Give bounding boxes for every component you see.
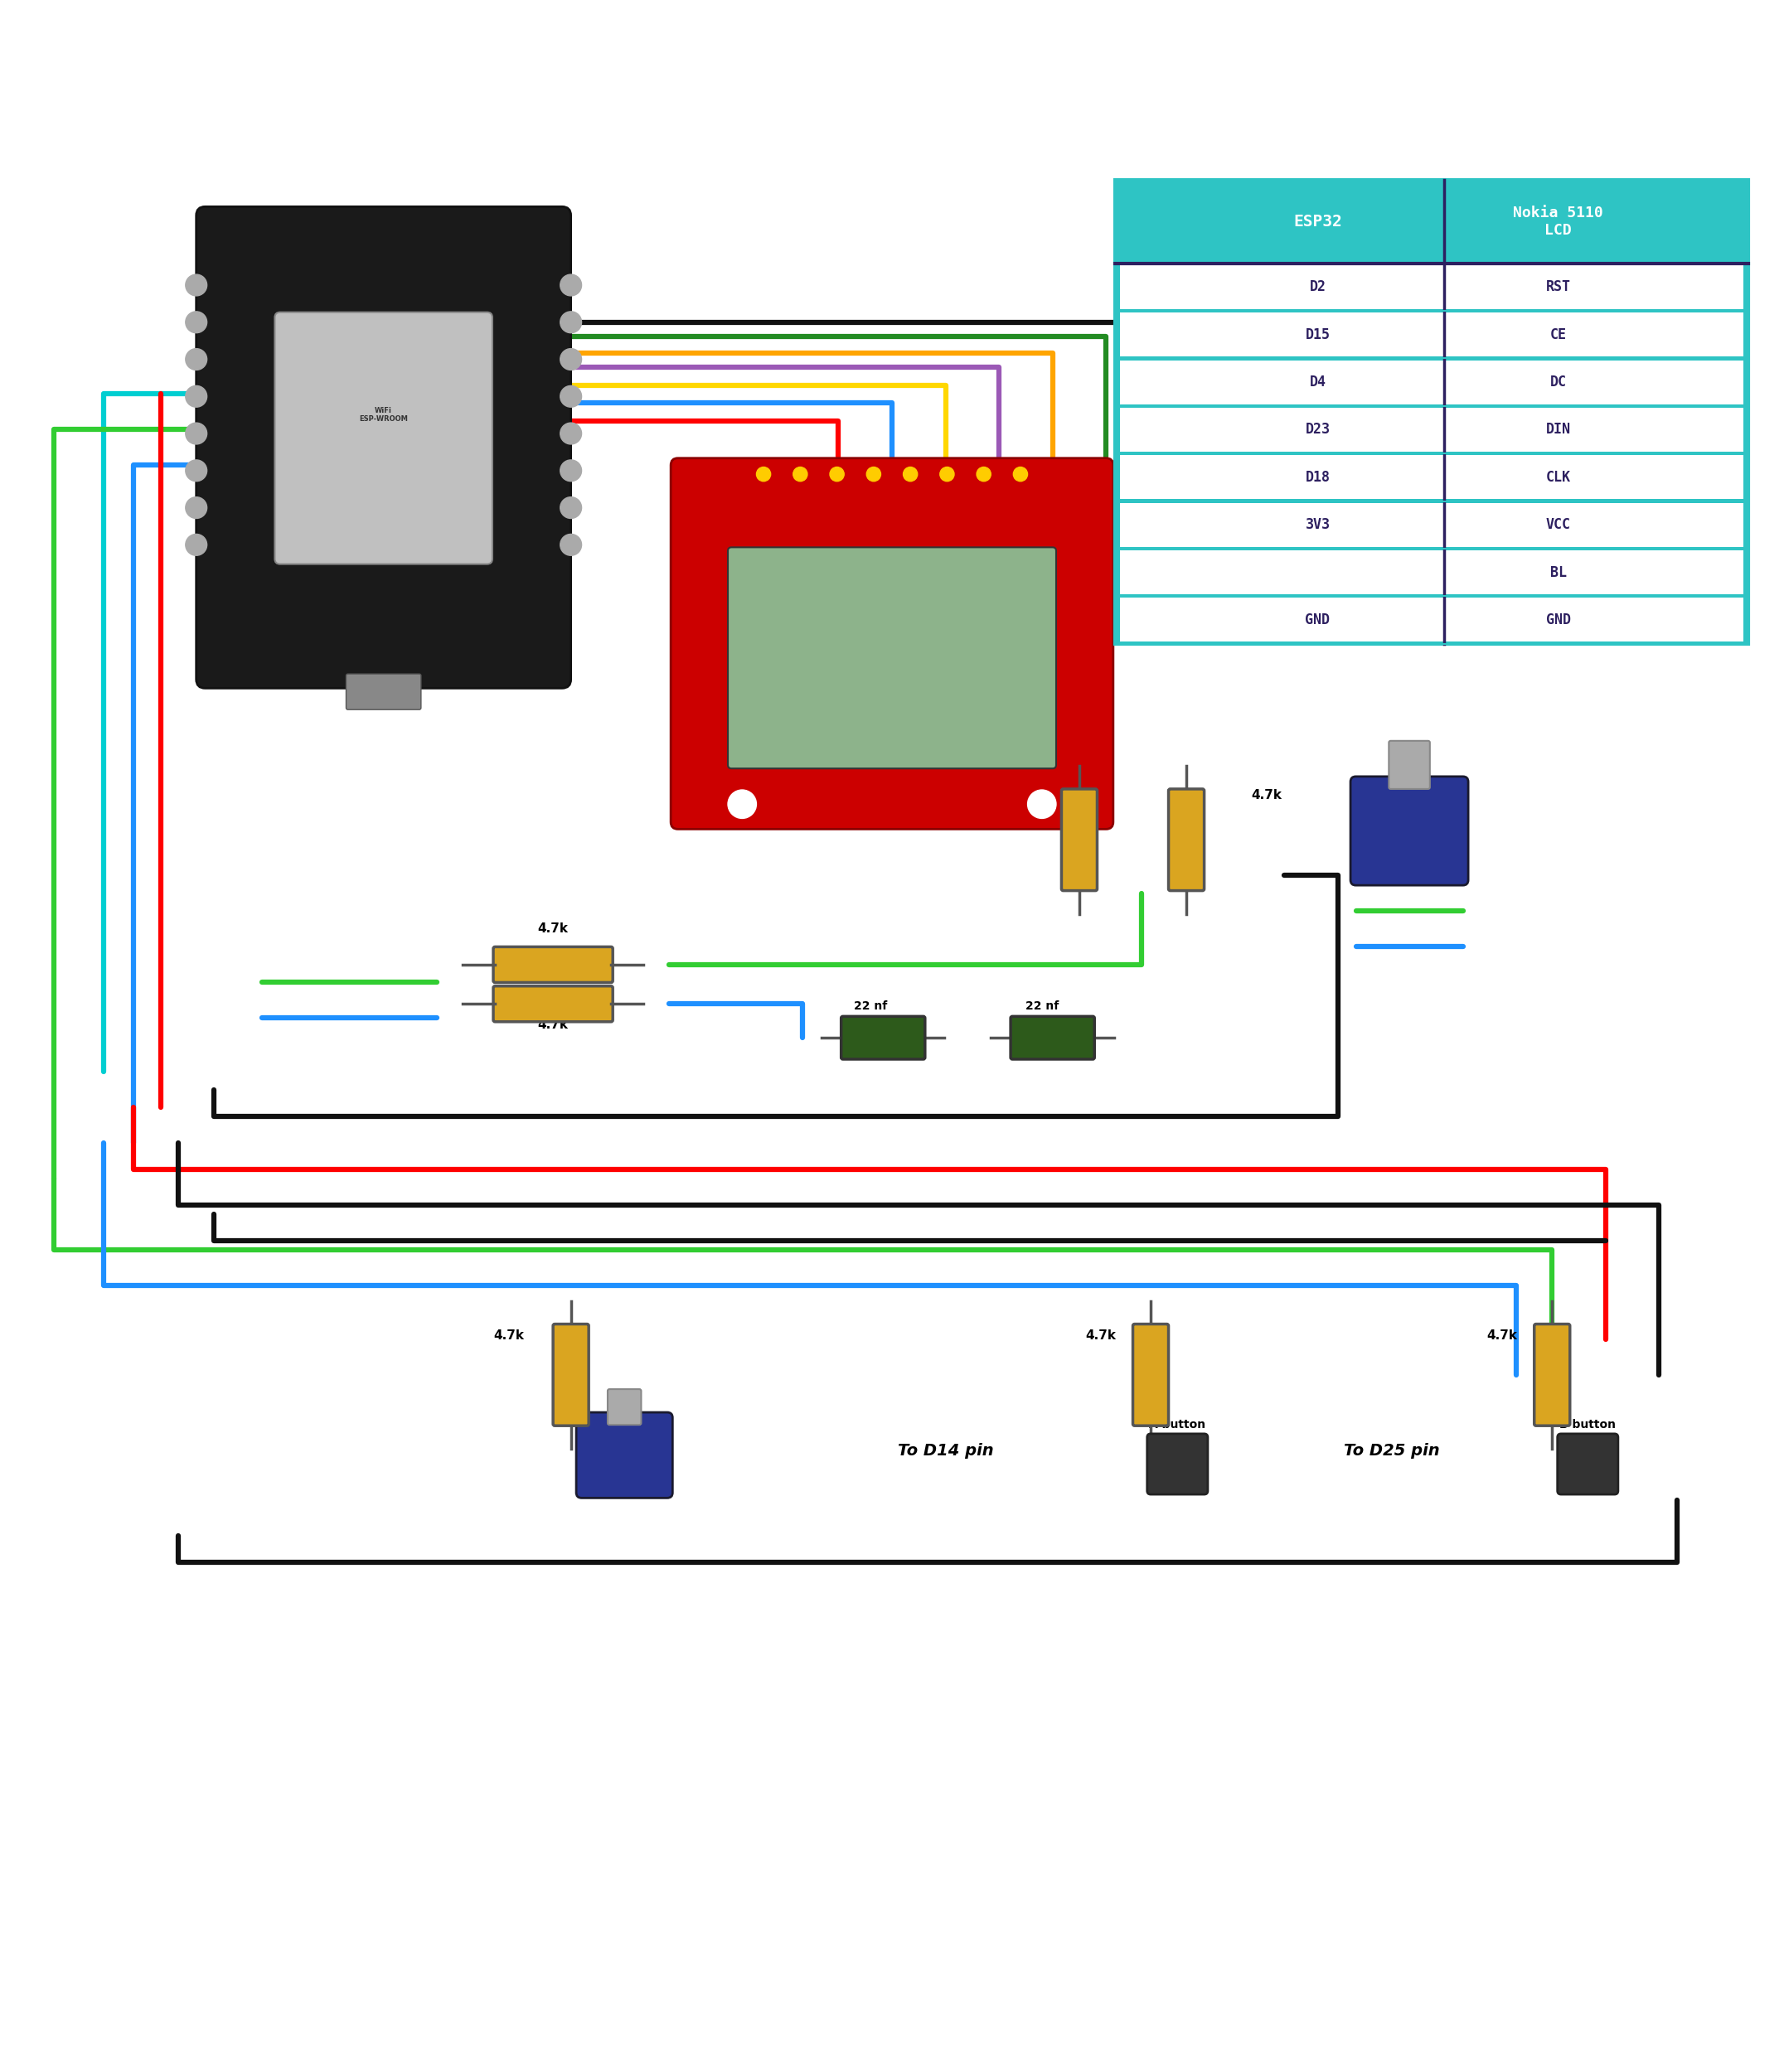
Text: To D14 pin: To D14 pin <box>897 1442 994 1459</box>
Text: 4.7k: 4.7k <box>1486 1330 1518 1343</box>
Circle shape <box>560 311 582 334</box>
Text: WiFi
ESP-WROOM: WiFi ESP-WROOM <box>359 406 409 423</box>
Text: 4.7k: 4.7k <box>537 922 569 934</box>
FancyBboxPatch shape <box>1120 265 1743 309</box>
Circle shape <box>794 466 808 481</box>
Text: 4.7k: 4.7k <box>537 1019 569 1032</box>
FancyBboxPatch shape <box>492 986 614 1021</box>
FancyBboxPatch shape <box>1534 1324 1570 1426</box>
FancyBboxPatch shape <box>1061 789 1097 891</box>
FancyBboxPatch shape <box>553 1324 589 1426</box>
Text: CLK: CLK <box>1547 470 1570 485</box>
Text: D23: D23 <box>1306 423 1331 437</box>
FancyBboxPatch shape <box>1120 313 1743 356</box>
Circle shape <box>186 274 207 296</box>
Circle shape <box>756 466 771 481</box>
Circle shape <box>1013 466 1028 481</box>
FancyBboxPatch shape <box>1115 180 1748 644</box>
FancyBboxPatch shape <box>576 1413 673 1498</box>
Circle shape <box>560 535 582 555</box>
Circle shape <box>560 460 582 481</box>
FancyBboxPatch shape <box>1557 1434 1618 1494</box>
Text: 4.7k: 4.7k <box>492 1330 524 1343</box>
Text: GND: GND <box>1547 613 1570 628</box>
Text: DC: DC <box>1550 375 1566 390</box>
FancyBboxPatch shape <box>346 673 421 709</box>
FancyBboxPatch shape <box>1120 599 1743 642</box>
FancyBboxPatch shape <box>1120 551 1743 595</box>
FancyBboxPatch shape <box>671 458 1113 829</box>
Circle shape <box>830 466 844 481</box>
Circle shape <box>560 348 582 371</box>
Circle shape <box>186 460 207 481</box>
Circle shape <box>560 274 582 296</box>
Text: 4.7k: 4.7k <box>1085 1330 1117 1343</box>
Text: D18: D18 <box>1306 470 1331 485</box>
Text: GND: GND <box>1306 613 1331 628</box>
Text: BL: BL <box>1550 566 1566 580</box>
FancyBboxPatch shape <box>1169 789 1204 891</box>
Circle shape <box>560 423 582 443</box>
Circle shape <box>867 466 881 481</box>
Text: Nokia 5110
LCD: Nokia 5110 LCD <box>1513 205 1604 238</box>
Circle shape <box>560 385 582 406</box>
Text: 22 nf: 22 nf <box>855 1001 887 1011</box>
FancyBboxPatch shape <box>728 547 1056 769</box>
Text: ESP32: ESP32 <box>1293 213 1342 230</box>
FancyBboxPatch shape <box>1120 503 1743 547</box>
Text: To D25 pin: To D25 pin <box>1343 1442 1440 1459</box>
Circle shape <box>1028 789 1056 818</box>
Text: A button: A button <box>1149 1419 1206 1432</box>
Circle shape <box>186 385 207 406</box>
Text: 4.7k: 4.7k <box>983 789 1015 802</box>
Circle shape <box>186 423 207 443</box>
Text: B button: B button <box>1559 1419 1616 1432</box>
Circle shape <box>186 497 207 518</box>
FancyBboxPatch shape <box>1133 1324 1169 1426</box>
FancyBboxPatch shape <box>492 947 614 982</box>
Text: RST: RST <box>1547 280 1570 294</box>
Circle shape <box>903 466 917 481</box>
Text: 3V3: 3V3 <box>1306 518 1331 533</box>
Circle shape <box>728 789 756 818</box>
FancyBboxPatch shape <box>1010 1017 1095 1059</box>
FancyBboxPatch shape <box>1120 361 1743 404</box>
FancyBboxPatch shape <box>1388 742 1431 789</box>
Text: D15: D15 <box>1306 327 1331 342</box>
Text: 22 nf: 22 nf <box>1026 1001 1058 1011</box>
FancyBboxPatch shape <box>1120 408 1743 452</box>
FancyBboxPatch shape <box>840 1017 924 1059</box>
FancyBboxPatch shape <box>1115 180 1748 263</box>
Circle shape <box>186 311 207 334</box>
Text: DIN: DIN <box>1547 423 1570 437</box>
FancyBboxPatch shape <box>1120 456 1743 499</box>
Circle shape <box>560 497 582 518</box>
Text: CE: CE <box>1550 327 1566 342</box>
Text: 4.7k: 4.7k <box>1251 789 1283 802</box>
FancyBboxPatch shape <box>275 313 492 564</box>
FancyBboxPatch shape <box>1147 1434 1208 1494</box>
FancyBboxPatch shape <box>1350 777 1468 885</box>
FancyBboxPatch shape <box>608 1388 640 1426</box>
Circle shape <box>186 348 207 371</box>
Circle shape <box>186 535 207 555</box>
Circle shape <box>940 466 954 481</box>
Circle shape <box>976 466 990 481</box>
Text: D4: D4 <box>1309 375 1326 390</box>
Text: VCC: VCC <box>1547 518 1570 533</box>
FancyBboxPatch shape <box>196 207 571 688</box>
Text: D2: D2 <box>1309 280 1326 294</box>
